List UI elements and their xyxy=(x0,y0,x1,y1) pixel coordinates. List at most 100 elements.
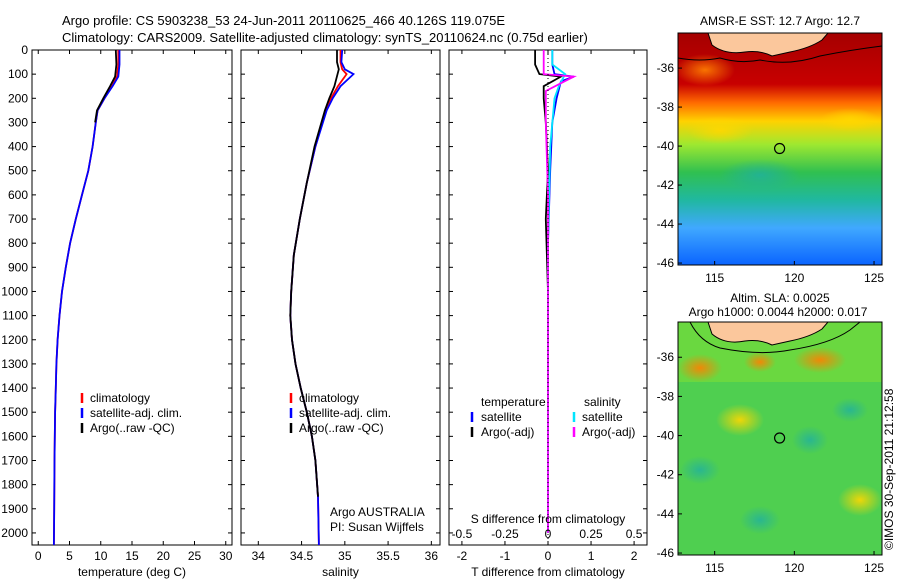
legend-label: climatology xyxy=(90,391,150,405)
y-tick-label: 800 xyxy=(8,236,28,250)
x-tick-label: 10 xyxy=(94,549,108,563)
x-axis-label: temperature (deg C) xyxy=(78,565,186,579)
sst-argo-location-marker xyxy=(773,142,786,155)
y-tick-label: 600 xyxy=(8,188,28,202)
x-tick-label: 20 xyxy=(157,549,171,563)
map-y-tick-label: -42 xyxy=(657,468,675,482)
y-tick-label: 1700 xyxy=(1,453,28,467)
x-tick-label: 0 xyxy=(35,549,42,563)
y-tick-label: 1600 xyxy=(1,429,28,443)
x-axis-label: T difference from climatology xyxy=(471,565,625,579)
figure-title-line2: Climatology: CARS2009. Satellite-adjuste… xyxy=(62,30,588,45)
map-y-tick-label: -36 xyxy=(657,61,675,75)
temperature-profile-panel: 0100200300400500600700800900100011001200… xyxy=(1,43,232,579)
top-x-tick-label: -0.5 xyxy=(452,527,473,541)
x-tick-label: 35.5 xyxy=(376,549,400,563)
map-x-tick-label: 120 xyxy=(784,561,804,575)
x-tick-label: 30 xyxy=(219,549,233,563)
series-line-t-argo-adj- xyxy=(534,50,564,413)
legend-label: salinity xyxy=(584,395,621,409)
series-line-s-satellite xyxy=(547,50,567,533)
legend-label: temperature xyxy=(481,395,546,409)
map-y-tick-label: -36 xyxy=(657,350,675,364)
y-tick-label: 1300 xyxy=(1,357,28,371)
legend-label: Argo(..raw -QC) xyxy=(299,421,384,435)
sst-map-frame xyxy=(677,32,883,266)
legend-label: satellite-adj. clim. xyxy=(90,406,182,420)
y-tick-label: 1100 xyxy=(2,309,28,323)
map-y-tick-label: -44 xyxy=(657,507,675,521)
y-tick-label: 500 xyxy=(8,164,28,178)
top-x-tick-label: 0 xyxy=(545,527,552,541)
top-x-tick-label: -0.25 xyxy=(491,527,519,541)
x-tick-label: 25 xyxy=(188,549,202,563)
figure-title-line1: Argo profile: CS 5903238_53 24-Jun-2011 … xyxy=(62,13,505,28)
x-tick-label: 0 xyxy=(545,549,552,563)
y-tick-label: 700 xyxy=(8,212,28,226)
sst-coastline xyxy=(707,33,829,57)
y-tick-label: 1400 xyxy=(1,381,28,395)
y-tick-label: 1200 xyxy=(1,333,28,347)
map-x-tick-label: 115 xyxy=(705,561,724,575)
x-tick-label: 35 xyxy=(338,549,352,563)
x-tick-label: 5 xyxy=(66,549,73,563)
map-x-tick-label: 125 xyxy=(864,561,884,575)
map-x-tick-label: 120 xyxy=(784,271,804,285)
annotation-line: PI: Susan Wijffels xyxy=(330,520,424,534)
x-tick-label: 1 xyxy=(588,549,595,563)
y-tick-label: 1900 xyxy=(1,502,28,516)
legend-label: satellite-adj. clim. xyxy=(299,406,391,420)
sla-coastline xyxy=(707,322,829,346)
y-tick-label: 2000 xyxy=(1,526,28,540)
annotation-line: Argo AUSTRALIA xyxy=(330,505,425,519)
series-line-s-argo-adj- xyxy=(542,50,578,533)
y-tick-label: 0 xyxy=(21,43,28,57)
map-x-tick-label: 125 xyxy=(864,271,884,285)
legend-label: Argo(-adj) xyxy=(582,425,635,439)
legend-label: climatology xyxy=(299,391,359,405)
series-line-satellite-adj-clim- xyxy=(289,49,356,546)
sla-map-panel: Altim. SLA: 0.0025 Argo h1000: 0.0044 h2… xyxy=(657,291,885,575)
top-x-axis-label: S difference from climatology xyxy=(471,512,626,526)
y-tick-label: 1800 xyxy=(1,478,28,492)
sla-map-title: Altim. SLA: 0.0025 xyxy=(730,291,830,305)
x-tick-label: 34.5 xyxy=(290,549,314,563)
sla-argo-location-marker xyxy=(773,432,786,444)
y-tick-label: 300 xyxy=(8,115,28,129)
y-tick-label: 1500 xyxy=(1,405,28,419)
series-line-argo-raw-qc- xyxy=(94,49,118,123)
sla-contour-line xyxy=(689,322,861,354)
legend-label: satellite xyxy=(582,410,623,424)
plot-frame xyxy=(240,49,441,546)
map-y-tick-label: -38 xyxy=(657,389,675,403)
sla-map-subtitle: Argo h1000: 0.0044 h2000: 0.017 xyxy=(689,305,868,319)
x-tick-label: 34 xyxy=(252,549,266,563)
x-tick-label: 15 xyxy=(125,549,139,563)
series-line-argo-raw-qc- xyxy=(289,50,340,497)
map-x-tick-label: 115 xyxy=(705,271,724,285)
difference-profile-panel: -2 -1 0 1 2 T difference from climatology -0.5… xyxy=(448,49,648,579)
y-tick-label: 100 xyxy=(8,67,28,81)
y-tick-label: 900 xyxy=(8,260,28,274)
x-tick-label: -2 xyxy=(457,549,468,563)
series-line-climatology xyxy=(53,50,120,546)
map-y-tick-label: -46 xyxy=(657,546,675,560)
legend-label: Argo(-adj) xyxy=(481,425,534,439)
y-tick-label: 400 xyxy=(8,140,28,154)
top-x-tick-label: 0.5 xyxy=(626,527,643,541)
salinity-profile-panel: 34 34.5 35 35.5 36 salinity climatologysatelli… xyxy=(240,49,441,579)
sst-contour-line xyxy=(678,45,882,63)
map-y-tick-label: -38 xyxy=(657,100,675,114)
map-y-tick-label: -40 xyxy=(657,429,675,443)
y-tick-label: 200 xyxy=(8,91,28,105)
x-axis-label: salinity xyxy=(322,565,359,579)
sst-map-title: AMSR-E SST: 12.7 Argo: 12.7 xyxy=(700,14,860,28)
x-tick-label: 2 xyxy=(631,549,638,563)
legend-label: satellite xyxy=(481,410,522,424)
map-y-tick-label: -40 xyxy=(657,139,675,153)
imos-watermark: ©IMOS 30-Sep-2011 21:12:58 xyxy=(882,388,896,550)
series-line-satellite-adj-clim- xyxy=(53,50,121,546)
y-tick-label: 1000 xyxy=(1,284,28,298)
x-tick-label: 36 xyxy=(425,549,439,563)
